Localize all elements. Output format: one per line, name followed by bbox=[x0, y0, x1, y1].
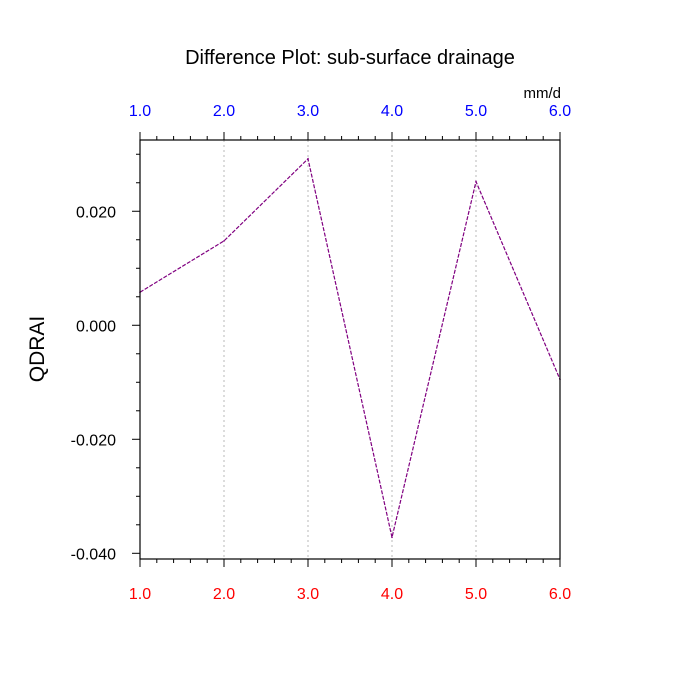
top-tick-label: 4.0 bbox=[381, 103, 403, 120]
top-tick-label: 2.0 bbox=[213, 103, 235, 120]
top-tick-label: 1.0 bbox=[129, 103, 151, 120]
y-tick-label: -0.040 bbox=[71, 546, 116, 563]
units-label: mm/d bbox=[524, 85, 562, 102]
data-point bbox=[475, 180, 477, 183]
top-tick-label: 3.0 bbox=[297, 103, 319, 120]
x-tick-label: 4.0 bbox=[381, 586, 403, 603]
x-tick-label: 3.0 bbox=[297, 586, 319, 603]
y-tick-label: 0.020 bbox=[76, 204, 116, 221]
top-tick-label: 6.0 bbox=[549, 103, 571, 120]
plot-frame bbox=[139, 139, 561, 560]
x-tick-label: 1.0 bbox=[129, 586, 151, 603]
data-point bbox=[307, 158, 309, 160]
tick-labels: 1.0 1.0 2.0 2.0 3.0 3.0 4.0 4.0 5.0 5.0 6.0 6.0 0.02… bbox=[71, 103, 572, 603]
data-point bbox=[391, 536, 393, 539]
top-tick-label: 5.0 bbox=[465, 103, 487, 120]
x-tick-label: 2.0 bbox=[213, 586, 235, 603]
axis-ticks bbox=[132, 132, 561, 567]
data-point bbox=[223, 240, 225, 242]
series-line bbox=[139, 157, 561, 538]
y-axis-label: QDRAI bbox=[26, 316, 49, 383]
chart-title: Difference Plot: sub-surface drainage bbox=[185, 47, 515, 69]
x-tick-label: 5.0 bbox=[465, 586, 487, 603]
x-tick-label: 6.0 bbox=[549, 586, 571, 603]
y-tick-label: -0.020 bbox=[71, 432, 116, 449]
y-tick-label: 0.000 bbox=[76, 318, 116, 335]
